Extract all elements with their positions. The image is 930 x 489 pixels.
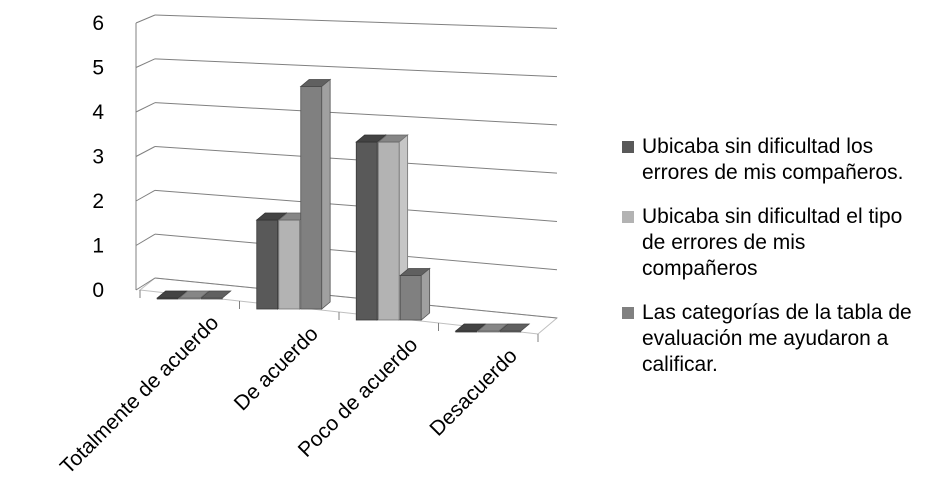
axis-connector xyxy=(135,277,156,291)
axis-connector xyxy=(135,14,156,24)
bar-side xyxy=(420,267,431,321)
legend-item-series-3: Las categorías de la tabla de evaluación… xyxy=(622,300,922,378)
axis-connector xyxy=(135,102,156,113)
bar-side xyxy=(221,290,231,299)
gridline xyxy=(154,14,558,29)
legend-label-series-3: Las categorías de la tabla de evaluación… xyxy=(642,301,912,376)
bar-side xyxy=(476,323,486,332)
gridline xyxy=(154,102,558,126)
legend-item-series-2: Ubicaba sin dificultad el tipo de errore… xyxy=(622,204,922,282)
gridline xyxy=(154,58,558,78)
axis-connector xyxy=(135,189,156,202)
y-tick-label: 2 xyxy=(92,190,104,213)
axis-connector xyxy=(135,146,156,157)
bar-side xyxy=(321,78,331,310)
x-tick-label: Poco de acuerdo xyxy=(294,333,423,462)
bar-front xyxy=(355,141,378,321)
x-tick-label: Totalmente de acuerdo xyxy=(56,311,223,478)
axis-connector xyxy=(135,233,156,246)
x-tick-label: Desacuerdo xyxy=(425,344,521,440)
bar-side xyxy=(177,290,187,299)
legend-label-series-2: Ubicaba sin dificultad el tipo de errore… xyxy=(642,205,903,280)
chart-legend: Ubicaba sin dificultad los errores de mi… xyxy=(622,134,922,396)
bar-front xyxy=(399,275,422,321)
legend-label-series-1: Ubicaba sin dificultad los errores de mi… xyxy=(642,135,904,184)
bar-side xyxy=(199,290,209,299)
legend-swatch-series-2 xyxy=(622,211,634,223)
bar-front xyxy=(377,141,400,321)
legend-swatch-series-1 xyxy=(622,141,634,153)
y-tick-label: 5 xyxy=(92,57,104,80)
bar-front xyxy=(278,219,301,310)
x-tick-label: De acuerdo xyxy=(230,322,323,415)
y-tick-label: 1 xyxy=(92,235,104,258)
y-tick-label: 6 xyxy=(92,12,104,35)
y-tick-label: 0 xyxy=(92,279,104,302)
legend-swatch-series-3 xyxy=(622,307,634,319)
bar-side xyxy=(520,323,530,332)
y-tick-label: 4 xyxy=(92,101,104,124)
axis-connector xyxy=(135,58,156,68)
y-tick-label: 3 xyxy=(92,146,104,169)
bar-front xyxy=(256,219,279,310)
legend-item-series-1: Ubicaba sin dificultad los errores de mi… xyxy=(622,134,922,186)
bar-side xyxy=(498,323,508,332)
bar-front xyxy=(300,86,323,310)
